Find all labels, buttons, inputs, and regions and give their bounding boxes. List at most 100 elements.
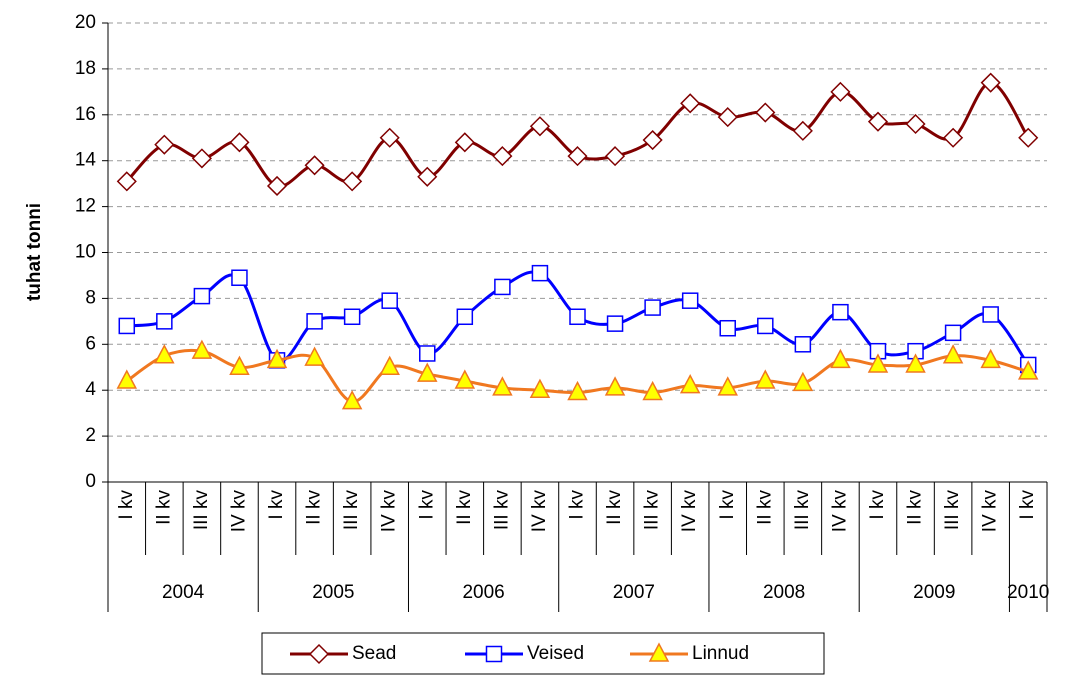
marker [266,175,288,197]
marker [191,148,212,169]
marker [116,369,138,389]
y-tick-label: 2 [85,425,96,446]
marker [680,93,701,114]
x-tick-label: IV kv [379,490,400,533]
y-tick-label: 12 [75,196,96,217]
marker [755,369,776,389]
legend-label: Sead [352,643,396,664]
year-label: 2007 [613,582,655,603]
x-tick-label: II kv [304,490,325,525]
marker [755,102,776,123]
y-tick-label: 20 [75,12,96,33]
x-tick-label: II kv [153,490,174,525]
x-tick-label: I kv [717,490,738,520]
marker [792,120,813,141]
marker [454,132,475,153]
year-label: 2010 [1007,582,1049,603]
marker [905,353,926,373]
marker [456,308,474,326]
marker [304,346,325,366]
marker [1017,360,1039,380]
marker [531,264,549,282]
marker [642,129,663,151]
y-tick-label: 18 [75,58,96,79]
marker [154,134,175,155]
year-label: 2006 [462,582,504,603]
marker [830,81,851,102]
marker [982,306,999,323]
marker [606,315,624,332]
marker [379,355,400,375]
year-label: 2004 [162,582,205,603]
y-tick-label: 14 [75,150,97,171]
marker [792,371,814,392]
marker [529,116,551,137]
marker [681,292,699,309]
y-axis-title: tuhat tonni [24,203,45,301]
marker [341,390,363,410]
year-label: 2005 [312,582,354,603]
marker [980,348,1001,369]
y-tick-label: 0 [85,471,96,492]
marker [381,292,398,309]
marker [943,127,964,148]
x-tick-label: II kv [905,490,926,525]
marker [492,146,513,167]
marker [229,355,250,375]
x-tick-label: I kv [266,490,287,520]
marker [116,171,137,192]
x-tick-label: III kv [792,490,813,531]
year-label: 2008 [763,582,805,603]
x-tick-label: IV kv [679,490,700,533]
marker [757,317,774,335]
y-tick-label: 8 [85,287,96,308]
legend-box [261,632,825,675]
x-tick-label: III kv [642,490,663,531]
x-tick-label: I kv [867,490,888,520]
marker [942,344,964,364]
x-tick-label: III kv [491,490,512,531]
marker [604,376,626,396]
marker [156,313,173,330]
marker [867,111,889,132]
x-tick-label: I kv [1017,490,1038,520]
marker [306,313,323,330]
x-tick-label: IV kv [228,490,249,533]
marker [980,72,1001,93]
y-tick-label: 6 [85,333,96,354]
marker [830,348,851,369]
x-tick-label: III kv [942,490,963,531]
marker [905,113,926,135]
marker [567,146,588,167]
marker [266,348,288,369]
year-label: 2009 [913,582,955,603]
marker [944,324,962,342]
x-tick-label: II kv [754,490,775,525]
marker [717,107,738,128]
x-tick-label: IV kv [529,490,550,533]
x-tick-label: II kv [604,490,625,525]
x-tick-label: I kv [416,490,437,520]
marker [191,339,213,359]
x-tick-label: III kv [191,490,212,531]
marker [118,317,136,335]
marker [417,166,438,187]
y-tick-label: 16 [75,104,96,125]
marker [485,645,503,663]
x-tick-label: IV kv [829,490,850,533]
marker [454,369,476,389]
marker [604,146,626,167]
x-tick-label: I kv [567,490,588,520]
marker [569,308,586,326]
marker [717,376,738,396]
marker [308,643,330,665]
marker [1018,127,1039,148]
x-tick-label: III kv [341,490,362,531]
marker [304,155,325,176]
marker [342,171,363,192]
x-tick-label: II kv [454,490,475,525]
marker [494,278,511,296]
legend-label: Linnud [692,643,749,664]
legend-label: Veised [527,643,584,664]
